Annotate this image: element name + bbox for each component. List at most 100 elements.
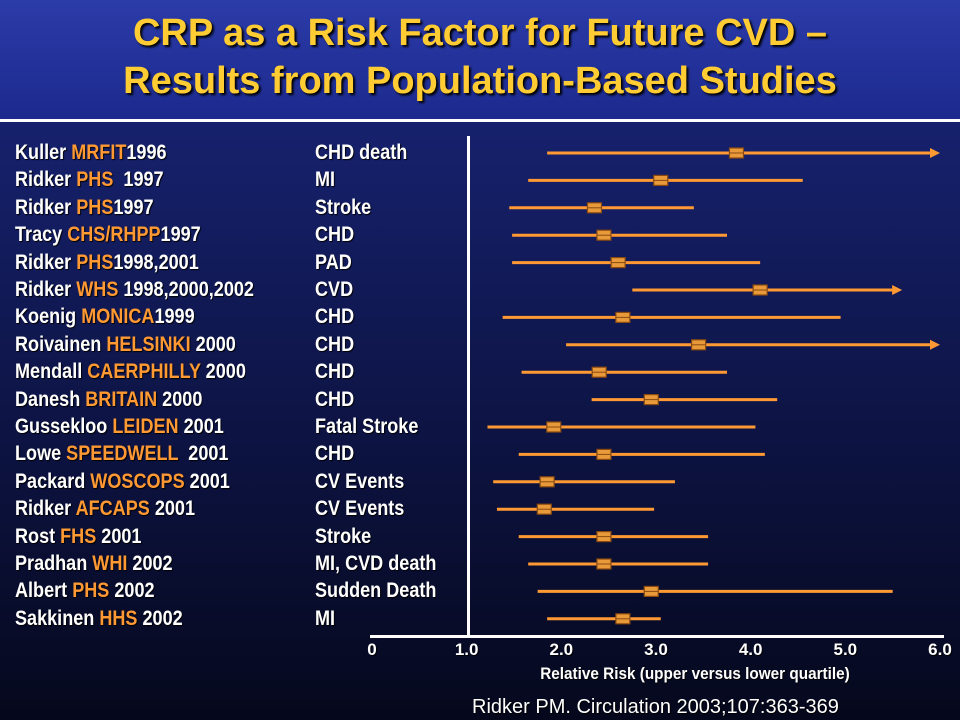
title-line-2: Results from Population-Based Studies — [123, 60, 837, 102]
study-year: 1997 — [113, 168, 164, 192]
x-tick-label: 2.0 — [549, 640, 574, 659]
study-outcome: PAD — [315, 250, 352, 274]
study-outcome: MI, CVD death — [315, 552, 437, 575]
study-year: 1998,2000,2002 — [118, 278, 254, 301]
study-row: Lowe SPEEDWELL 2001 — [15, 440, 228, 467]
study-author: Ridker — [15, 497, 76, 521]
study-year: 2001 — [178, 415, 224, 438]
study-row: Kuller MRFIT1996 — [15, 139, 167, 166]
study-name: CHS/RHPP — [67, 223, 161, 247]
study-row: Danesh BRITAIN 2000 — [15, 386, 202, 413]
study-name: AFCAPS — [75, 497, 150, 521]
study-row: Sakkinen HHS 2002 — [15, 605, 183, 632]
study-name: PHS — [76, 250, 114, 274]
study-row: Packard WOSCOPS 2001 — [15, 468, 230, 495]
study-outcome: CHD — [315, 442, 355, 466]
study-name: FHS — [60, 524, 97, 548]
study-outcome: CV Events — [315, 469, 405, 493]
study-year: 2001 — [149, 497, 196, 521]
study-author: Ridker — [15, 278, 77, 301]
title-line-1: CRP as a Risk Factor for Future CVD – — [132, 12, 828, 54]
x-tick-label: 1.0 — [454, 640, 479, 659]
x-tick-label: 6.0 — [928, 640, 952, 659]
study-row: Gussekloo LEIDEN 2001 — [15, 413, 224, 440]
study-author: Pradhan — [15, 552, 93, 575]
ci-arrow — [892, 285, 903, 295]
study-outcome: Stroke — [315, 195, 372, 219]
study-year: 2001 — [178, 442, 229, 466]
study-outcome: CV Events — [315, 497, 405, 521]
study-author: Rost — [15, 524, 61, 548]
study-author: Sakkinen — [15, 606, 100, 630]
ci-arrow — [930, 148, 940, 158]
study-outcome: CVD — [315, 278, 354, 301]
study-year: 2002 — [127, 552, 173, 575]
study-author: Danesh — [15, 387, 86, 411]
study-outcome: MI — [315, 168, 336, 192]
x-axis-label: Relative Risk (upper versus lower quarti… — [540, 664, 850, 683]
study-outcome: CHD — [315, 305, 355, 329]
study-outcome: CHD — [315, 360, 355, 384]
study-author: Ridker — [15, 195, 77, 219]
study-author: Roivainen — [15, 332, 107, 356]
study-row: Albert PHS 2002 — [15, 577, 155, 604]
study-year: 2002 — [137, 606, 183, 630]
x-axis-line — [370, 635, 944, 638]
x-tick-label: 5.0 — [833, 640, 858, 659]
study-author: Kuller — [15, 141, 72, 164]
study-author: Gussekloo — [15, 415, 113, 438]
study-name: WOSCOPS — [90, 469, 185, 493]
study-name: HHS — [99, 606, 138, 630]
study-author: Koenig — [15, 305, 82, 329]
ci-arrow — [930, 339, 940, 350]
study-row: Tracy CHS/RHPP1997 — [15, 221, 201, 248]
study-name: PHS — [76, 195, 114, 219]
x-tick-label: 3.0 — [644, 640, 668, 659]
study-author: Ridker — [15, 250, 77, 274]
study-year: 2001 — [184, 469, 230, 493]
x-tick-label: 4.0 — [738, 640, 763, 659]
study-name: PHS — [72, 579, 110, 603]
study-outcome: Stroke — [315, 524, 372, 548]
study-row: Roivainen HELSINKI 2000 — [15, 331, 236, 358]
study-author: Packard — [15, 469, 91, 493]
study-author: Albert — [15, 579, 73, 603]
study-row: Ridker AFCAPS 2001 — [15, 495, 195, 522]
study-year: 1996 — [126, 141, 167, 164]
study-year: 2000 — [157, 387, 203, 411]
study-name: MONICA — [81, 305, 155, 329]
study-row: Ridker WHS 1998,2000,2002 — [15, 276, 254, 303]
study-author: Tracy — [15, 223, 68, 247]
study-row: Koenig MONICA1999 — [15, 303, 195, 330]
x-tick-label: 0 — [367, 640, 377, 659]
study-name: HELSINKI — [106, 332, 191, 356]
study-author: Mendall — [15, 360, 88, 384]
study-year: 2001 — [96, 524, 142, 548]
study-outcome: CHD — [315, 387, 355, 411]
study-row: Mendall CAERPHILLY 2000 — [15, 358, 246, 385]
citation: Ridker PM. Circulation 2003;107:363-369 — [472, 696, 839, 718]
study-name: CAERPHILLY — [87, 360, 201, 384]
study-year: 2002 — [109, 579, 155, 603]
study-name: LEIDEN — [112, 415, 179, 438]
study-row: Ridker PHS1998,2001 — [15, 249, 199, 276]
study-year: 1997 — [160, 223, 201, 247]
study-outcome: CHD — [315, 332, 355, 356]
study-row: Rost FHS 2001 — [15, 523, 141, 550]
study-year: 1997 — [113, 195, 154, 219]
study-name: WHS — [76, 278, 119, 301]
study-name: MRFIT — [71, 141, 127, 164]
study-row: Ridker PHS 1997 — [15, 166, 164, 193]
study-outcome: CHD death — [315, 141, 408, 164]
study-author: Lowe — [15, 442, 67, 466]
study-name: WHI — [92, 552, 128, 575]
study-name: PHS — [76, 168, 114, 192]
title-bar: CRP as a Risk Factor for Future CVD – Re… — [0, 0, 960, 122]
study-year: 2000 — [200, 360, 246, 384]
study-outcome: CHD — [315, 223, 355, 247]
study-outcome: MI — [315, 606, 336, 630]
study-author: Ridker — [15, 168, 77, 192]
study-year: 1998,2001 — [113, 250, 199, 274]
study-year: 1999 — [154, 305, 195, 329]
